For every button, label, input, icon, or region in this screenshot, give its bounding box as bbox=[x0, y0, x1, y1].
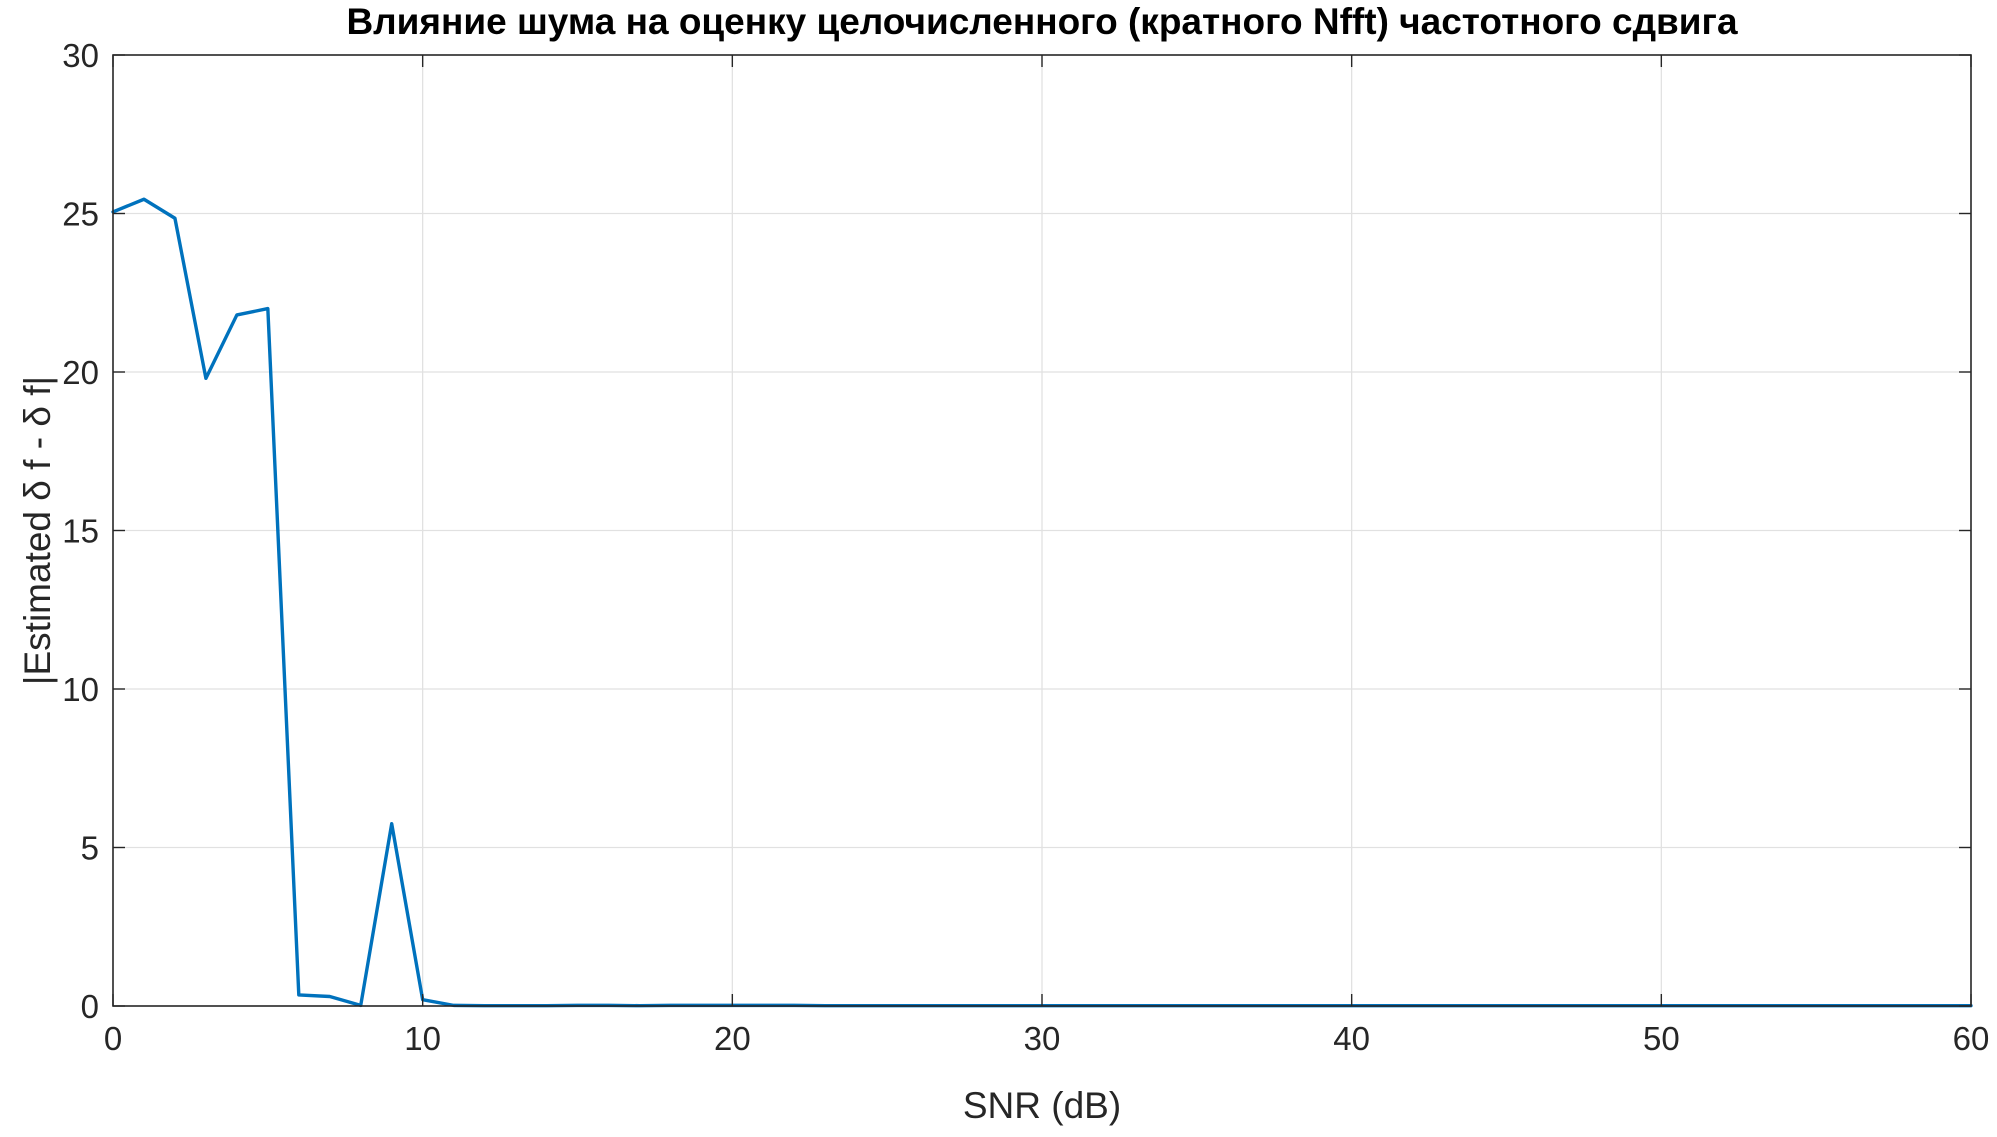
x-tick-label: 50 bbox=[1643, 1020, 1680, 1057]
x-tick-label: 20 bbox=[714, 1020, 751, 1057]
y-tick-label: 20 bbox=[62, 354, 99, 391]
y-tick-label: 0 bbox=[81, 988, 99, 1025]
x-tick-label: 60 bbox=[1953, 1020, 1990, 1057]
x-tick-label: 40 bbox=[1333, 1020, 1370, 1057]
x-tick-label: 30 bbox=[1024, 1020, 1061, 1057]
y-tick-label: 10 bbox=[62, 671, 99, 708]
y-tick-label: 5 bbox=[81, 830, 99, 867]
x-tick-label: 0 bbox=[104, 1020, 122, 1057]
y-tick-label: 25 bbox=[62, 196, 99, 233]
tick-layer: 0 10 20 30 40 50 60 0 5 10 15 20 25 30 bbox=[62, 37, 1989, 1057]
grid-lines bbox=[113, 55, 1971, 1006]
y-tick-label: 15 bbox=[62, 513, 99, 550]
x-tick-label: 10 bbox=[404, 1020, 441, 1057]
x-axis-label: SNR (dB) bbox=[963, 1085, 1121, 1126]
y-tick-label: 30 bbox=[62, 37, 99, 74]
y-axis-label: |Estimated δ f - δ f| bbox=[17, 376, 58, 685]
chart-title: Влияние шума на оценку целочисленного (к… bbox=[346, 1, 1738, 42]
